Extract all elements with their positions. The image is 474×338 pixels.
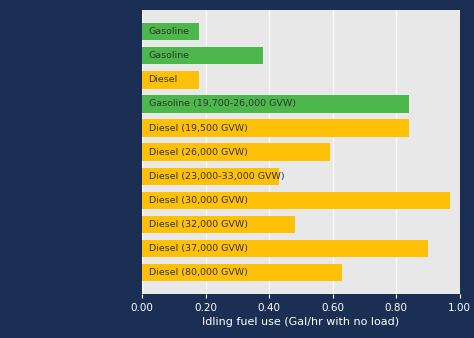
Text: Diesel (80,000 GVW): Diesel (80,000 GVW) — [148, 268, 247, 277]
Text: Diesel (26,000 GVW): Diesel (26,000 GVW) — [148, 148, 247, 156]
Text: Diesel (30,000 GVW): Diesel (30,000 GVW) — [148, 196, 247, 205]
Bar — [142, 47, 263, 65]
Text: Diesel (23,000-33,000 GVW): Diesel (23,000-33,000 GVW) — [148, 172, 284, 181]
Bar — [142, 95, 409, 113]
X-axis label: Idling fuel use (Gal/hr with no load): Idling fuel use (Gal/hr with no load) — [202, 317, 400, 327]
Text: Diesel (32,000 GVW): Diesel (32,000 GVW) — [148, 220, 247, 229]
Bar — [142, 192, 450, 209]
Text: Gasoline: Gasoline — [148, 51, 190, 60]
Text: Diesel (19,500 GVW): Diesel (19,500 GVW) — [148, 123, 247, 132]
Text: Gasoline (19,700-26,000 GVW): Gasoline (19,700-26,000 GVW) — [148, 99, 296, 108]
Bar — [142, 264, 342, 281]
Text: Gasoline: Gasoline — [148, 27, 190, 36]
Text: Diesel (37,000 GVW): Diesel (37,000 GVW) — [148, 244, 247, 253]
Bar — [142, 216, 295, 233]
Bar — [142, 71, 200, 89]
Bar — [142, 23, 200, 40]
Text: Diesel: Diesel — [148, 75, 178, 84]
Bar — [142, 119, 409, 137]
Bar — [142, 143, 329, 161]
Bar — [142, 240, 428, 257]
Bar — [142, 168, 279, 185]
